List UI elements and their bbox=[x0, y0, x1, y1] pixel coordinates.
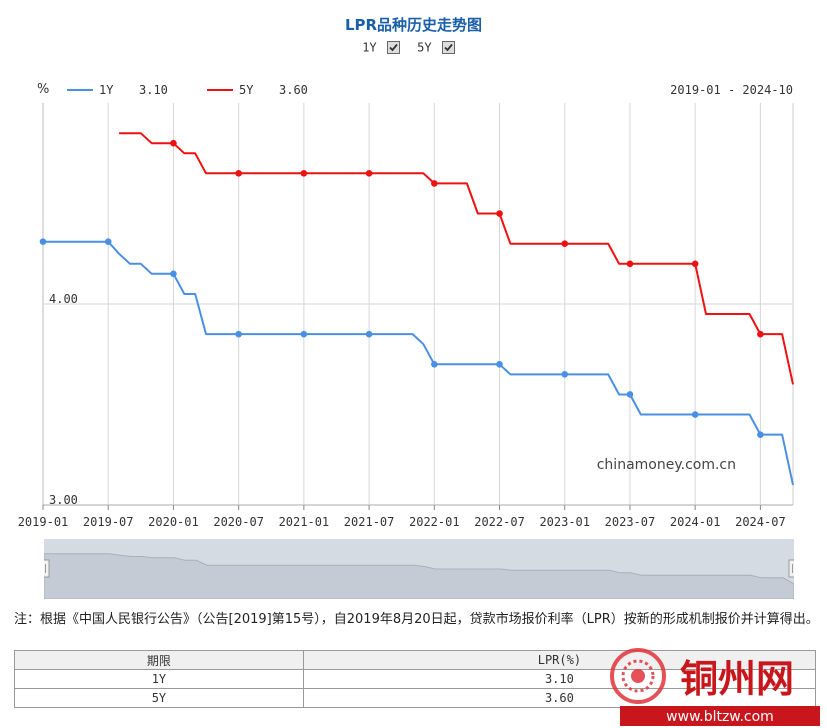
date-range-label: 2019-01 - 2024-10 bbox=[670, 83, 793, 97]
series-1y-point bbox=[757, 431, 764, 438]
series-1y-point bbox=[39, 238, 47, 245]
toggle-1y-label: 1Y bbox=[362, 40, 377, 55]
watermark-site-name: 铜州网 bbox=[680, 657, 794, 701]
x-tick-label: 2021-07 bbox=[344, 515, 395, 529]
x-tick-label: 2021-01 bbox=[279, 515, 330, 529]
series-toggles: 1Y 5Y bbox=[0, 40, 827, 55]
x-tick-label: 2024-01 bbox=[670, 515, 721, 529]
table-cell-term: 5Y bbox=[14, 688, 304, 708]
table-row: 1Y 3.10 bbox=[14, 669, 817, 689]
chart-title: LPR品种历史走势图 bbox=[344, 16, 483, 34]
x-tick-label: 2019-01 bbox=[18, 515, 69, 529]
series-1y-point bbox=[365, 330, 373, 338]
series-1y-point bbox=[561, 371, 569, 378]
series-1y-point bbox=[496, 361, 503, 368]
navigator-right-handle[interactable] bbox=[788, 559, 794, 578]
series-5y-point bbox=[691, 260, 699, 268]
series-1y-point bbox=[104, 238, 112, 245]
series-1y-point bbox=[431, 361, 438, 368]
footnote: 注：根据《中国人民银行公告》（公告[2019]第15号），自2019年8月20日… bbox=[14, 612, 819, 627]
series-1y-point bbox=[300, 330, 308, 338]
y-tick-label: 3.00 bbox=[49, 493, 78, 507]
chart-watermark: chinamoney.com.cn bbox=[597, 457, 736, 473]
table-cell-term: 1Y bbox=[14, 669, 304, 689]
series-1y-point bbox=[235, 330, 242, 338]
series-5y-point bbox=[365, 170, 373, 177]
series-5y-point bbox=[170, 139, 177, 147]
toggle-5y-checkbox[interactable] bbox=[441, 41, 455, 54]
legend-5y-value: 3.60 bbox=[279, 83, 308, 97]
series-1y-point bbox=[691, 411, 699, 418]
x-tick-label: 2019-07 bbox=[83, 515, 134, 529]
series-5y-point bbox=[235, 170, 242, 177]
series-5y-point bbox=[626, 260, 634, 268]
y-axis-unit: % bbox=[37, 82, 49, 97]
navigator-series-area bbox=[44, 553, 794, 599]
table-row: 5Y 3.60 bbox=[14, 688, 817, 708]
series-5y-point bbox=[496, 210, 503, 217]
legend-1y-name: 1Y bbox=[99, 83, 114, 97]
series-5y-point bbox=[300, 170, 308, 177]
watermark-url: www.bltzw.com bbox=[666, 709, 774, 725]
y-tick-label: 4.00 bbox=[49, 292, 78, 306]
toggle-1y-checkbox[interactable] bbox=[386, 41, 400, 54]
x-tick-label: 2022-07 bbox=[474, 515, 525, 529]
x-tick-label: 2023-01 bbox=[539, 515, 590, 529]
x-tick-label: 2022-01 bbox=[409, 515, 460, 529]
x-tick-label: 2020-01 bbox=[148, 515, 199, 529]
legend-5y-name: 5Y bbox=[239, 83, 254, 97]
navigator-left-handle[interactable] bbox=[44, 559, 50, 578]
series-1y-point bbox=[170, 270, 177, 278]
x-tick-label: 2023-07 bbox=[605, 515, 656, 529]
x-tick-label: 2020-07 bbox=[213, 515, 264, 529]
x-tick-label: 2024-07 bbox=[735, 515, 786, 529]
series-5y-point bbox=[431, 180, 438, 187]
series-5y-point bbox=[561, 240, 569, 247]
range-navigator[interactable] bbox=[44, 539, 794, 599]
table-cell-rate: 3.60 bbox=[302, 688, 817, 708]
site-watermark: 铜州网 www.bltzw.com bbox=[610, 648, 820, 726]
series-5y-point bbox=[757, 330, 764, 338]
table-header-term: 期限 bbox=[14, 650, 304, 670]
series-1y-point bbox=[626, 391, 634, 398]
series-5y-line bbox=[119, 132, 794, 385]
toggle-5y-label: 5Y bbox=[417, 40, 432, 55]
lpr-line-chart: 2019-01 2019-07 2020-01 2020-07 2021-01 2021-… bbox=[18, 82, 794, 529]
series-1y-line bbox=[43, 240, 794, 486]
legend-1y-value: 3.10 bbox=[139, 83, 168, 97]
watermark-seal-icon bbox=[610, 648, 666, 704]
